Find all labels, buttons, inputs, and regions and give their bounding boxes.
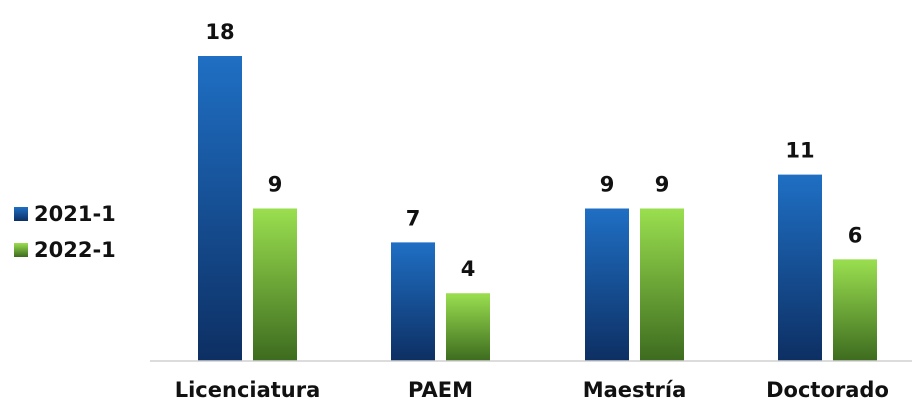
bar-doctorado-2022-1 [833, 259, 877, 361]
bar-paem-2022-1 [446, 293, 490, 361]
bar-licenciatura-2022-1 [253, 208, 297, 361]
bars-group [198, 56, 877, 361]
bar-maestría-2022-1 [640, 208, 684, 361]
legend-label-2022-1: 2022-1 [34, 238, 116, 262]
bar-maestría-2021-1 [585, 208, 629, 361]
legend-item-2022-1: 2022-1 [14, 232, 116, 268]
value-labels: 18 9 7 4 9 9 11 6 [205, 20, 862, 281]
bar-paem-2021-1 [391, 242, 435, 361]
value-label-licenciatura-2021-1: 18 [205, 20, 234, 44]
value-label-maestría-2022-1: 9 [655, 173, 670, 197]
bar-licenciatura-2021-1 [198, 56, 242, 361]
value-label-maestría-2021-1: 9 [600, 173, 615, 197]
legend: 2021-1 2022-1 [14, 196, 116, 268]
legend-label-2021-1: 2021-1 [34, 202, 116, 226]
value-label-paem-2022-1: 4 [461, 257, 476, 281]
bar-doctorado-2021-1 [778, 174, 822, 361]
category-label-doctorado: Doctorado [766, 378, 889, 402]
value-label-doctorado-2022-1: 6 [848, 223, 863, 247]
value-label-doctorado-2021-1: 11 [785, 139, 814, 163]
legend-swatch-2022-1 [14, 243, 28, 257]
category-label-maestría: Maestría [583, 378, 687, 402]
legend-item-2021-1: 2021-1 [14, 196, 116, 232]
category-label-licenciatura: Licenciatura [175, 378, 321, 402]
value-label-licenciatura-2022-1: 9 [268, 173, 283, 197]
category-labels: Licenciatura PAEM Maestría Doctorado [175, 378, 889, 402]
category-label-paem: PAEM [408, 378, 473, 402]
legend-swatch-2021-1 [14, 207, 28, 221]
value-label-paem-2021-1: 7 [406, 206, 421, 230]
